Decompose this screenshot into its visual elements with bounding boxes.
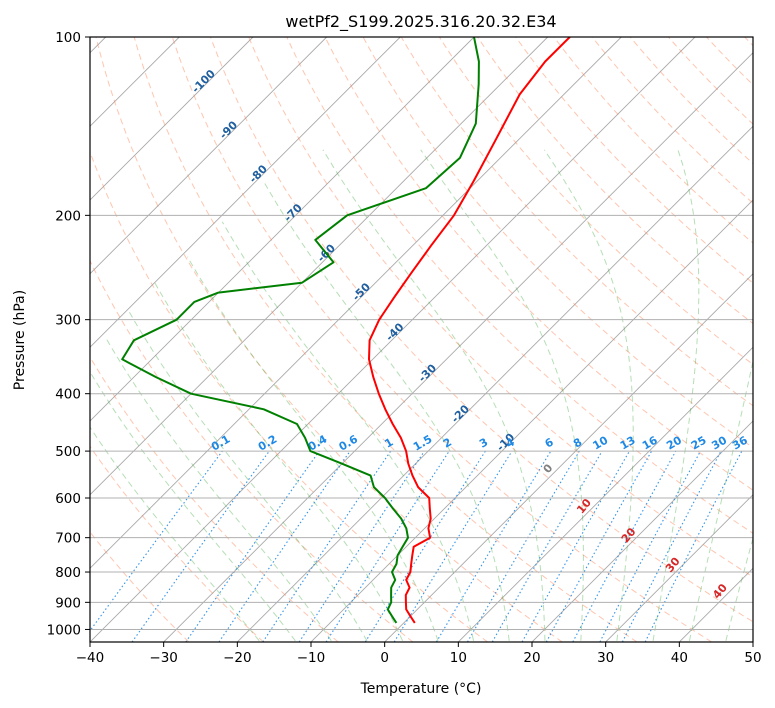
moist-adiabat-line (688, 358, 753, 641)
isotherm-line (163, 52, 753, 642)
dry-adiabat-line (90, 445, 264, 642)
mixing-ratio-line (521, 450, 630, 642)
isotherm-line (384, 273, 753, 642)
y-tick-label: 100 (55, 30, 81, 46)
x-tick-label: −30 (149, 650, 178, 666)
dewpoint-profile (121, 37, 480, 624)
dry-adiabat-line (629, 37, 753, 165)
dry-adiabat-line (248, 37, 753, 578)
isotherm-line (90, 37, 328, 275)
x-axis-label: Temperature (°C) (360, 681, 482, 697)
dry-adiabat-line (477, 37, 753, 325)
x-tick-label: 0 (380, 650, 389, 666)
dry-adiabat-line (324, 37, 753, 491)
x-axis-ticks: −40 −30 −20 −10 0 10 20 30 40 50 (76, 642, 762, 666)
profiles (121, 37, 571, 624)
moist-adiabat-line (90, 370, 296, 642)
y-axis-ticks: 1000 900 800 700 600 500 400 300 200 100 (47, 30, 90, 638)
isotherm-line (531, 420, 753, 642)
mixing-ratio-line (131, 450, 270, 642)
mixing-ratio-line (185, 450, 320, 642)
moist-adiabat-line (104, 336, 332, 642)
pressure-gridlines (90, 37, 753, 630)
mixing-ratio-line (218, 450, 351, 642)
mixing-ratio-line (393, 450, 513, 642)
isotherm-line (752, 641, 753, 642)
isotherm-line (310, 199, 753, 642)
moist-adiabat-line (187, 256, 439, 641)
isotherm-line (90, 37, 622, 569)
isotherm-line (90, 37, 475, 422)
x-tick-label: −10 (297, 650, 326, 666)
isotherm-line (90, 37, 696, 642)
isotherm-line (90, 37, 401, 348)
isotherm-line (90, 37, 254, 201)
y-tick-label: 600 (55, 491, 81, 507)
y-tick-label: 700 (55, 531, 81, 547)
y-tick-label: 900 (55, 595, 81, 611)
background-lines (90, 37, 753, 642)
isotherm-line (90, 37, 549, 496)
plot-frame (89, 36, 754, 643)
y-tick-label: 300 (55, 313, 81, 329)
plot-background (90, 37, 753, 642)
mixing-ratio-line (545, 450, 653, 642)
y-axis-label: Pressure (hPa) (12, 290, 28, 390)
mixing-ratio-line (572, 450, 677, 642)
x-tick-label: 20 (523, 650, 540, 666)
x-tick-label: −40 (76, 650, 105, 666)
y-tick-label: 500 (55, 444, 81, 460)
mixing-ratio-line (90, 450, 223, 632)
x-tick-label: 50 (744, 650, 761, 666)
isotherm-line (605, 494, 753, 642)
y-tick-label: 200 (55, 208, 81, 224)
moist-adiabat-line (725, 536, 753, 641)
moist-adiabat-line (128, 310, 368, 642)
chart-title: wetPf2_S199.2025.316.20.32.E34 (285, 12, 556, 32)
dry-adiabat-line (171, 37, 712, 642)
moist-adiabat-line (221, 221, 475, 641)
mixing-ratio-line (435, 450, 552, 642)
temperature-profile (368, 37, 571, 624)
isotherm-line (236, 125, 753, 642)
dry-adiabat-line (133, 37, 638, 642)
moist-adiabat-line (154, 282, 403, 641)
mixing-ratio-line (325, 450, 450, 642)
y-tick-label: 400 (55, 387, 81, 403)
moist-adiabat-line (262, 180, 510, 641)
dry-adiabat-line (362, 37, 753, 449)
y-tick-label: 800 (55, 565, 81, 581)
dry-adiabat-line (210, 37, 753, 623)
mixing-ratio-line (364, 450, 486, 642)
dry-adiabat-line (95, 37, 563, 642)
x-tick-label: 30 (597, 650, 614, 666)
mixing-ratio-line (467, 450, 580, 642)
x-tick-label: −20 (223, 650, 252, 666)
y-tick-label: 1000 (47, 622, 81, 638)
x-tick-label: 40 (671, 650, 688, 666)
isotherm-line (457, 346, 753, 642)
dry-adiabat-line (515, 37, 753, 284)
dry-adiabat-line (591, 37, 753, 204)
x-tick-label: 10 (450, 650, 467, 666)
mixing-ratio-line (491, 450, 603, 642)
